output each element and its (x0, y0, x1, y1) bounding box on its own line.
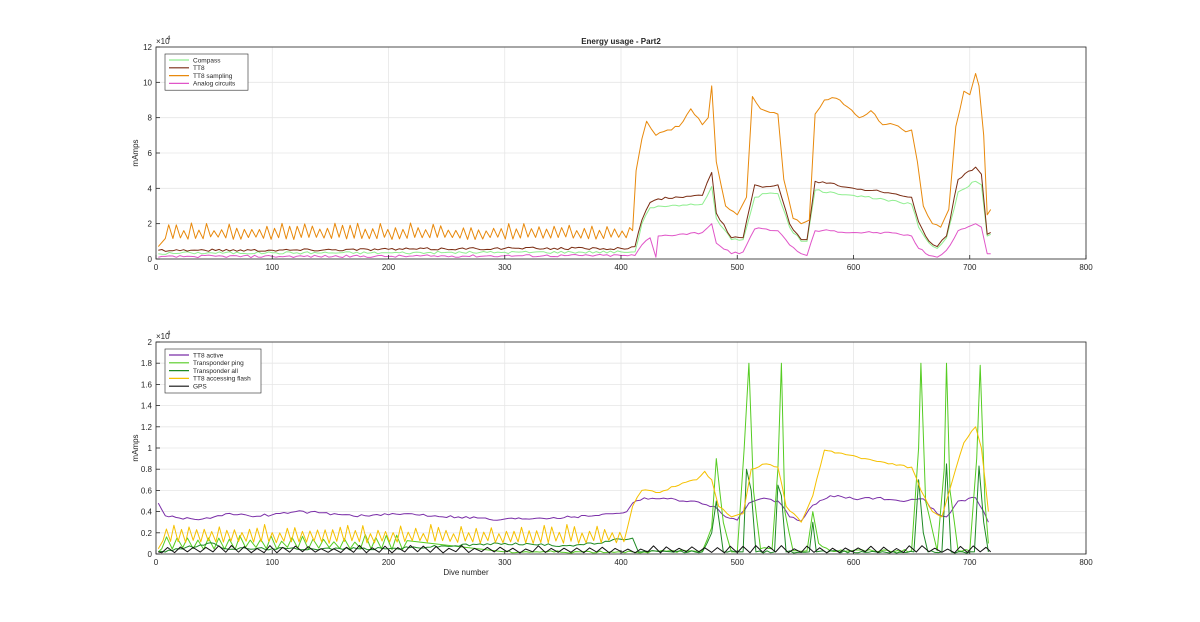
y-tick-label: 10 (143, 78, 152, 87)
x-tick-label: 700 (963, 558, 977, 567)
y-tick-label: 1.8 (141, 359, 153, 368)
y-tick-label: 1 (148, 444, 153, 453)
y-tick-label: 2 (148, 338, 153, 347)
legend-label: TT8 active (193, 352, 224, 359)
series-line-3 (157, 426, 989, 549)
y-tick-label: 0.6 (141, 486, 153, 495)
y-tick-label: 2 (148, 220, 153, 229)
x-tick-label: 800 (1079, 558, 1093, 567)
y-tick-label: 12 (143, 43, 152, 52)
legend-label: Transponder ping (193, 360, 244, 367)
series-line-1 (157, 362, 989, 554)
x-tick-label: 100 (266, 558, 280, 567)
series-line-3 (158, 223, 991, 259)
y-tick-label: 1.4 (141, 402, 153, 411)
y-tick-label: 4 (148, 184, 153, 193)
y-exponent-base: ×10 (156, 37, 170, 46)
x-tick-label: 0 (154, 558, 159, 567)
x-tick-label: 200 (382, 263, 396, 272)
x-tick-label: 500 (731, 558, 745, 567)
x-tick-label: 100 (266, 263, 280, 272)
y-tick-label: 0 (148, 550, 153, 559)
x-tick-label: 400 (614, 263, 628, 272)
series-line-2 (157, 73, 992, 247)
legend-label: Transponder all (193, 368, 238, 375)
y-tick-label: 0 (148, 255, 153, 264)
y-exponent-power: 4 (167, 36, 171, 42)
legend-label: GPS (193, 384, 207, 391)
x-tick-label: 300 (498, 263, 512, 272)
y-tick-label: 0.2 (141, 529, 153, 538)
y-tick-label: 1.2 (141, 423, 153, 432)
x-axis-label: Dive number (443, 568, 489, 577)
series-line-1 (158, 166, 991, 252)
x-tick-label: 600 (847, 263, 861, 272)
x-tick-label: 700 (963, 263, 977, 272)
x-tick-label: 500 (731, 263, 745, 272)
x-tick-label: 800 (1079, 263, 1093, 272)
y-axis-label: mAmps (131, 139, 140, 166)
x-tick-label: 600 (847, 558, 861, 567)
legend-label: TT8 accessing flash (193, 376, 251, 383)
axes-energy-usage: 0 100 200 300 400 500 600 700 800024681012×104mA… (131, 36, 1093, 272)
x-tick-label: 400 (614, 558, 628, 567)
y-tick-label: 0.4 (141, 508, 153, 517)
legend-label: TT8 (193, 65, 205, 72)
x-tick-label: 0 (154, 263, 159, 272)
y-tick-label: 6 (148, 149, 153, 158)
legend-label: Analog circuits (193, 81, 236, 88)
x-tick-label: 200 (382, 558, 396, 567)
y-exponent-base: ×10 (156, 332, 170, 341)
y-tick-label: 8 (148, 114, 153, 123)
series-line-2 (158, 463, 989, 554)
y-tick-label: 1.6 (141, 380, 153, 389)
axes-dive-number: 0 100 200 300 400 500 600 700 800 0 0.2 0.4 0.6 0.8 1 1… (131, 331, 1093, 577)
y-tick-label: 0.8 (141, 465, 153, 474)
series-line-0 (157, 495, 989, 523)
chart-title: Energy usage - Part2 (581, 37, 661, 46)
y-exponent-power: 4 (167, 331, 171, 337)
legend-label: TT8 sampling (193, 73, 233, 80)
series-line-0 (158, 180, 991, 255)
y-axis-label: mAmps (131, 434, 140, 461)
legend-label: Compass (193, 57, 221, 64)
x-tick-label: 300 (498, 558, 512, 567)
